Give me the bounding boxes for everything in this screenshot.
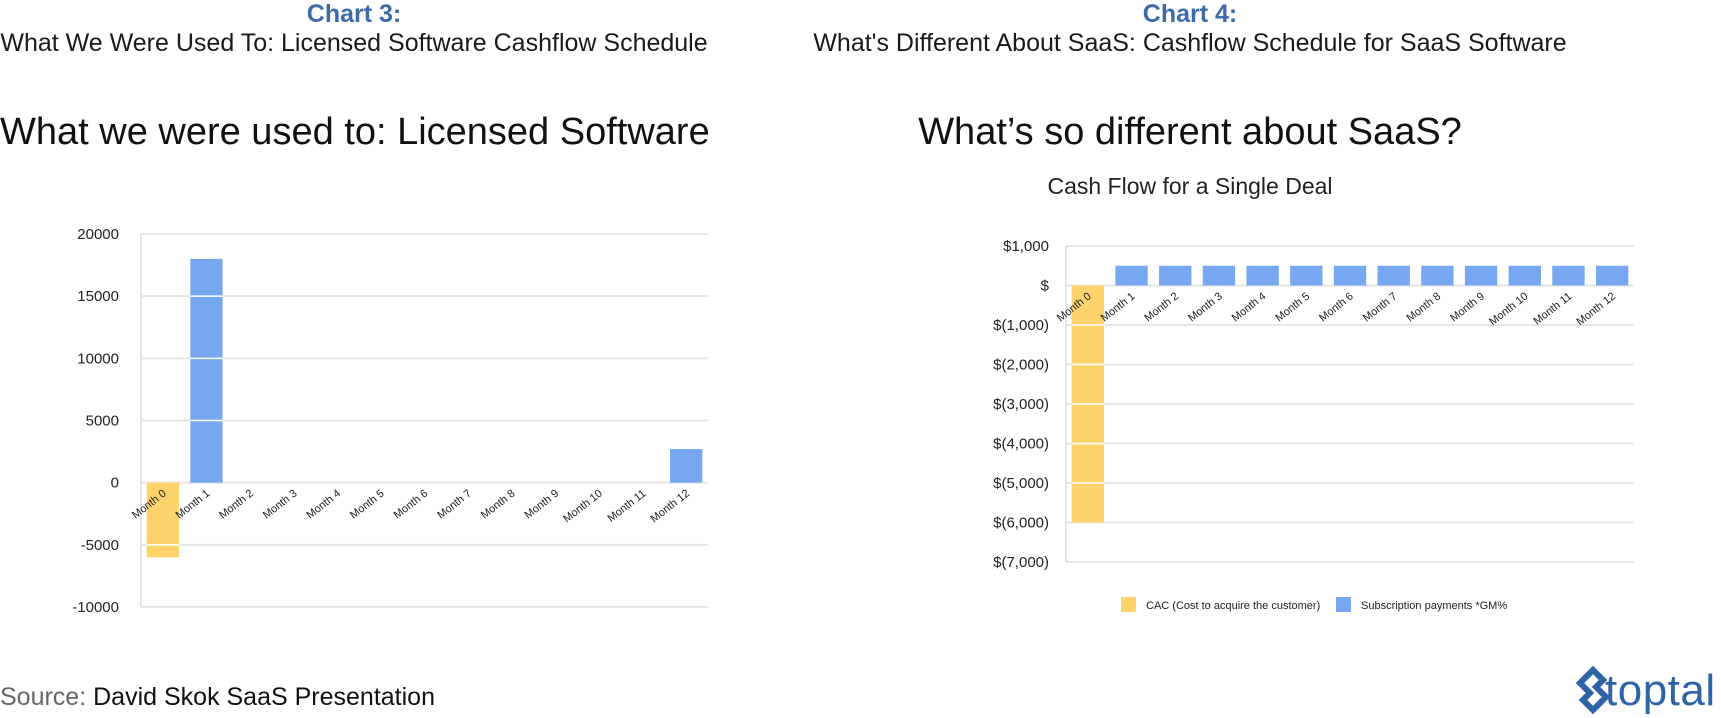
chart-4-subtitle: Cash Flow for a Single Deal [1047, 173, 1333, 199]
bar [670, 449, 703, 483]
bar [1333, 265, 1367, 286]
y-tick-label: $(5,000) [993, 475, 1049, 492]
bar [1159, 265, 1192, 286]
category-label: Month 9 [1448, 290, 1487, 324]
y-tick-label: $(4,000) [993, 436, 1049, 453]
source-line: Source: David Skok SaaS Presentation [0, 683, 435, 712]
legend-label: CAC (Cost to acquire the customer) [1146, 600, 1320, 612]
y-tick-label: -10000 [72, 599, 119, 616]
y-tick-label: 20000 [77, 226, 119, 243]
category-label: Month 5 [1273, 290, 1312, 324]
y-tick-label: $ [1041, 278, 1050, 295]
bar [1202, 265, 1236, 286]
y-tick-label: -5000 [81, 537, 119, 554]
source-prefix: Source: [0, 683, 87, 711]
bar [1115, 265, 1148, 286]
y-tick-label: 10000 [77, 350, 119, 367]
category-label: Month 10 [1487, 290, 1531, 328]
legend-swatch [1336, 597, 1351, 612]
y-tick-label: $1,000 [1003, 238, 1049, 255]
category-label: Month 1 [1099, 290, 1138, 324]
bar [1595, 265, 1629, 286]
source-name: David Skok SaaS Presentation [93, 683, 435, 711]
category-label: Month 7 [1361, 290, 1400, 324]
category-label: Month 11 [1531, 290, 1574, 327]
y-tick-label: $(7,000) [993, 554, 1049, 571]
chart-4-label: Chart 4: [1142, 0, 1238, 28]
category-label: Month 12 [1574, 290, 1618, 328]
category-label: Month 2 [1142, 290, 1181, 324]
category-label: Month 4 [1230, 290, 1269, 324]
bar [1290, 265, 1323, 286]
chart-3-title: What we were used to: Licensed Software [0, 111, 710, 153]
bar [1377, 265, 1410, 286]
y-tick-label: $(2,000) [993, 357, 1049, 374]
chart-3-label: Chart 3: [306, 0, 402, 28]
category-label: Month 8 [1405, 290, 1444, 324]
chart-4-title: What’s so different about SaaS? [918, 111, 1462, 153]
y-tick-label: 15000 [77, 288, 119, 305]
toptal-logo-text: toptal [1605, 666, 1716, 715]
y-tick-label: 5000 [86, 413, 119, 430]
y-tick-label: $(1,000) [993, 317, 1049, 334]
category-label: Month 3 [1186, 290, 1225, 324]
y-tick-label: 0 [111, 475, 119, 492]
bar [1246, 265, 1279, 286]
y-tick-label: $(6,000) [993, 515, 1049, 532]
legend-label: Subscription payments *GM% [1361, 600, 1507, 612]
toptal-mark-icon [1575, 665, 1611, 715]
category-label: Month 6 [1317, 290, 1356, 324]
chart-4-description: What's Different About SaaS: Cashflow Sc… [813, 29, 1567, 57]
bar [1421, 265, 1454, 286]
legend-swatch [1121, 597, 1136, 612]
bar [1508, 265, 1541, 286]
y-tick-label: $(3,000) [993, 396, 1049, 413]
bar [1464, 265, 1498, 286]
chart-3-description: What We Were Used To: Licensed Software … [0, 29, 708, 57]
bar [1552, 265, 1585, 286]
